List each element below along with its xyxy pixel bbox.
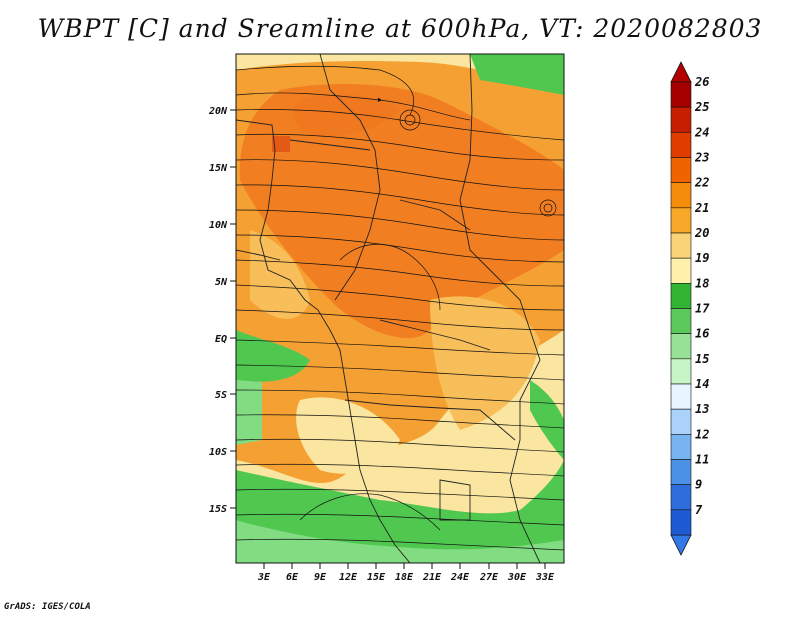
- colorbar-label: 11: [695, 453, 709, 467]
- colorbar-cell: [670, 81, 692, 108]
- map-frame: [235, 53, 565, 564]
- lon-label: 33E: [535, 572, 555, 583]
- colorbar-top-arrow: [670, 61, 692, 83]
- colorbar-cell: [670, 207, 692, 234]
- colorbar-cell: [670, 283, 692, 309]
- lat-label: EQ: [215, 334, 227, 345]
- colorbar-cell: [670, 434, 692, 460]
- colorbar-label: 7: [695, 503, 703, 517]
- colorbar-cell: [670, 459, 692, 485]
- colorbar-label: 22: [694, 176, 709, 190]
- map-panel: [236, 54, 564, 563]
- wbpt-18-south: [236, 460, 564, 563]
- colorbar-label: 12: [695, 427, 709, 441]
- wbpt-22-region: [239, 84, 564, 339]
- lon-label: 21E: [422, 572, 442, 583]
- lat-label: 20N: [208, 106, 228, 117]
- streamlines: [236, 65, 564, 551]
- colorbar-label: 17: [695, 302, 710, 316]
- colorbar-label: 9: [695, 478, 702, 492]
- colorbar-cell: [670, 232, 692, 259]
- wbpt-23-region: [293, 94, 400, 137]
- wbpt-17-atlantic: [236, 380, 262, 445]
- colorbar-cell: [670, 333, 692, 360]
- lat-label: 5N: [215, 277, 228, 288]
- colorbar-label: 14: [695, 377, 709, 391]
- colorbar-cell: [670, 182, 692, 209]
- lon-label: 18E: [395, 572, 414, 583]
- colorbar-label: 20: [694, 226, 709, 240]
- colorbar-cell: [670, 132, 692, 158]
- colorbar-label: 25: [694, 100, 709, 114]
- colorbar-cell: [670, 484, 692, 511]
- wbpt-18-gulf: [236, 330, 310, 382]
- colorbar-cell: [670, 106, 692, 133]
- map-title: WBPT [C] and Sreamline at 600hPa, VT: 20…: [37, 14, 763, 43]
- wbpt-18-northeast: [470, 54, 564, 95]
- wbpt-17-south: [236, 520, 564, 563]
- wbpt-18-east-coast: [530, 380, 564, 460]
- lon-label: 12E: [339, 572, 358, 583]
- lon-label: 27E: [479, 572, 499, 583]
- lon-label: 9E: [314, 572, 327, 583]
- colorbar-cell: [670, 308, 692, 334]
- longitude-axis: 3E 6E 9E 12E 15E 18E 21E 24E 27E 30E 33E: [257, 563, 555, 583]
- colorbar: 26 25 24 23 22 21 20 19 18 17 16 15 14 13 12 11 9 7: [670, 61, 710, 556]
- colorbar-label: 16: [695, 327, 709, 341]
- colorbar-bottom-arrow: [670, 534, 692, 556]
- colorbar-cell: [670, 509, 692, 536]
- colorbar-label: 15: [695, 352, 709, 366]
- colorbar-label: 23: [694, 151, 709, 165]
- colorbar-cells: [670, 81, 692, 536]
- lat-label: 15N: [209, 163, 228, 174]
- colorbar-cell: [670, 408, 692, 435]
- colorbar-cell: [670, 383, 692, 410]
- lat-label: 10N: [209, 220, 228, 231]
- lon-label: 30E: [507, 572, 527, 583]
- colorbar-label: 18: [695, 276, 709, 290]
- lon-label: 15E: [367, 572, 386, 583]
- grads-footer: GrADS: IGES/COLA: [4, 602, 91, 612]
- wbpt-24-spot: [272, 136, 290, 152]
- colorbar-cell: [670, 157, 692, 183]
- latitude-axis: 20N 15N 10N 5N EQ 5S 10S 15S: [208, 106, 236, 515]
- colorbar-label: 24: [694, 125, 709, 139]
- wbpt-20-west: [250, 230, 310, 319]
- lon-label: 6E: [286, 572, 299, 583]
- lat-label: 5S: [215, 390, 227, 401]
- lon-label: 3E: [257, 572, 271, 583]
- colorbar-label: 26: [694, 75, 709, 89]
- colorbar-label: 19: [695, 251, 709, 265]
- colorbar-labels: 26 25 24 23 22 21 20 19 18 17 16 15 14 13 12 11 9 7: [694, 75, 710, 517]
- lon-label: 24E: [450, 572, 470, 583]
- colorbar-label: 21: [694, 201, 709, 215]
- wbpt-20-east: [430, 296, 540, 430]
- lat-label: 10S: [209, 447, 227, 458]
- colorbar-cell: [670, 358, 692, 385]
- colorbar-label: 13: [695, 402, 709, 416]
- colorbar-cell: [670, 257, 692, 284]
- lat-label: 15S: [209, 504, 227, 515]
- wbpt-19-south: [296, 397, 400, 474]
